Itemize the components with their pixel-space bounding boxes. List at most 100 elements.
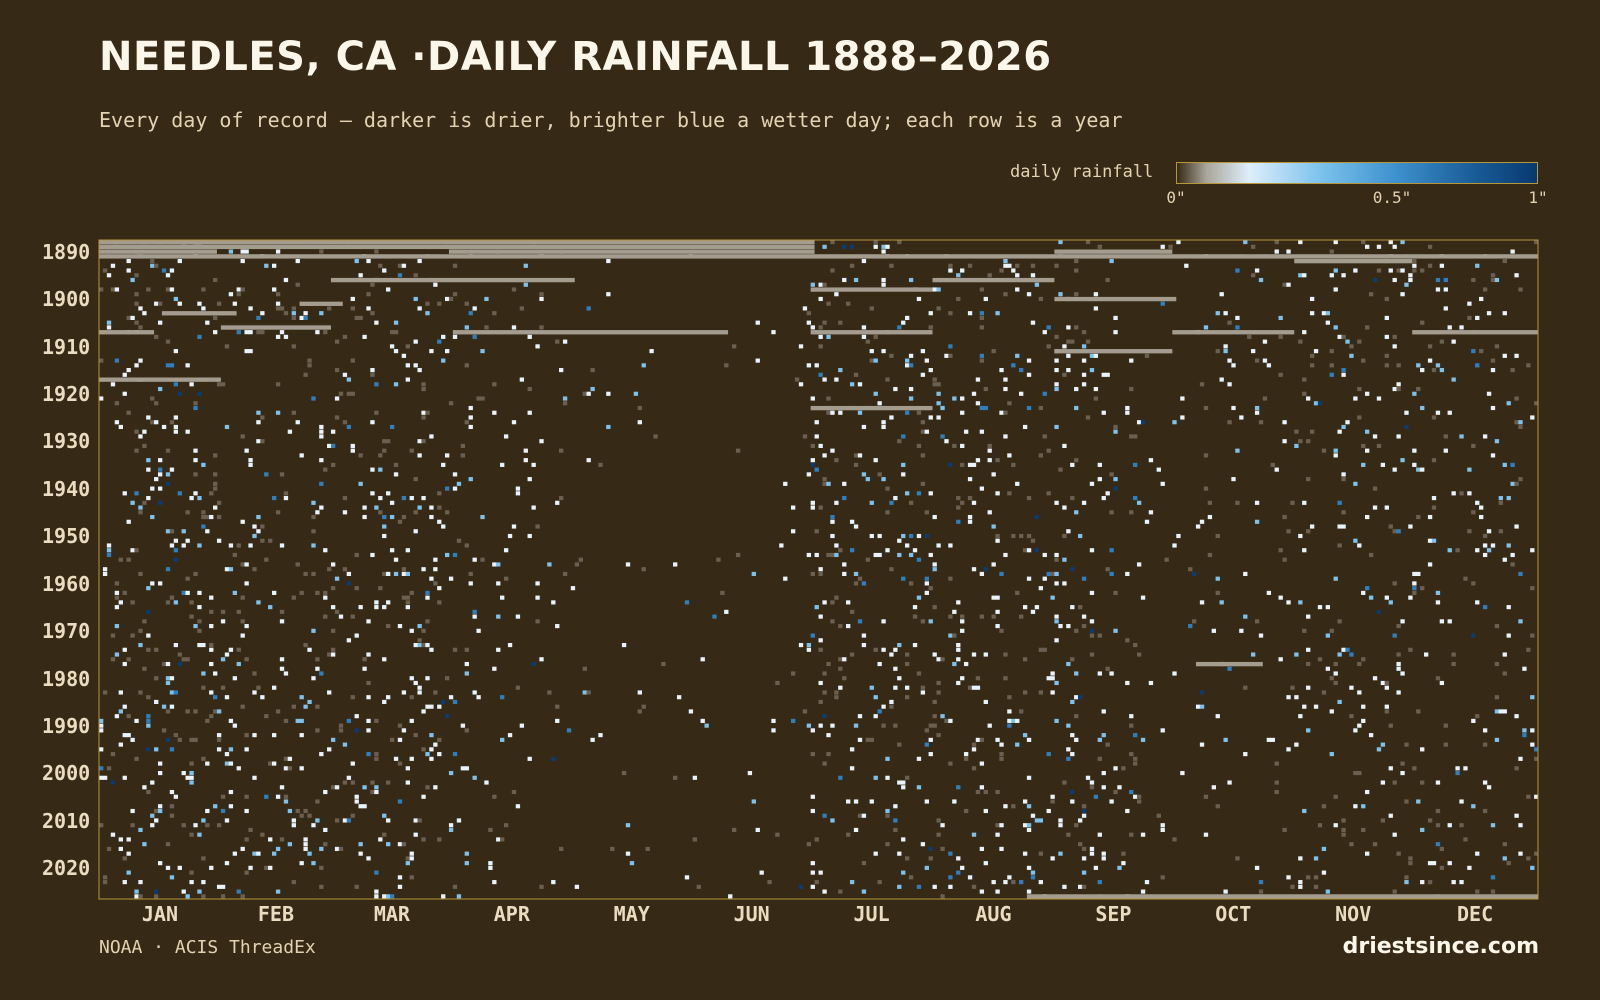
rain-day-cell <box>1278 372 1283 377</box>
rain-day-cell <box>940 714 945 719</box>
rain-day-cell <box>1365 391 1370 396</box>
rain-day-cell <box>952 396 957 401</box>
rain-day-cell <box>500 462 505 467</box>
rain-day-cell <box>1392 277 1397 283</box>
rain-day-cell <box>209 609 214 614</box>
rain-day-cell <box>177 301 182 306</box>
rain-day-cell <box>1007 723 1012 728</box>
rain-day-cell <box>342 818 348 823</box>
rain-day-cell <box>1353 396 1358 401</box>
rain-day-cell <box>503 548 509 553</box>
rain-day-cell <box>1384 296 1389 302</box>
rain-day-cell <box>1172 837 1177 842</box>
rain-day-cell <box>810 728 815 733</box>
rain-day-cell <box>885 808 890 814</box>
site-brand[interactable]: driestsince.com <box>1342 934 1539 959</box>
rain-day-cell <box>366 695 371 700</box>
rain-day-cell <box>822 813 827 818</box>
rain-day-cell <box>637 690 642 695</box>
rain-day-cell <box>315 510 320 515</box>
rain-day-cell <box>193 491 198 496</box>
rain-day-cell <box>1427 344 1433 349</box>
rain-day-cell <box>1463 766 1468 771</box>
rain-day-cell <box>425 752 430 757</box>
year-tick-label: 1960 <box>42 571 91 596</box>
rain-day-cell <box>1019 709 1024 714</box>
rain-day-cell <box>1262 396 1268 401</box>
rain-day-cell <box>334 396 340 401</box>
rain-day-cell <box>1054 557 1059 562</box>
rain-day-cell <box>264 794 269 799</box>
rain-day-cell <box>1357 339 1362 344</box>
rain-day-cell <box>987 443 992 448</box>
rain-day-cell <box>771 718 776 723</box>
rain-day-cell <box>177 737 182 742</box>
rain-day-cell <box>1420 467 1425 472</box>
rain-day-cell <box>1074 737 1079 742</box>
rain-day-cell <box>716 557 721 562</box>
rain-day-cell <box>126 410 131 415</box>
rain-day-cell <box>429 733 434 738</box>
rain-day-cell <box>1325 633 1331 638</box>
rain-day-cell <box>138 690 143 695</box>
rain-day-cell <box>1290 685 1295 690</box>
rain-day-cell <box>464 647 469 652</box>
rain-day-cell <box>209 595 214 600</box>
rain-day-cell <box>1494 695 1500 700</box>
rain-day-cell <box>905 315 910 320</box>
rain-day-cell <box>1534 851 1539 856</box>
rain-day-cell <box>519 306 525 311</box>
rain-day-cell <box>1160 823 1165 828</box>
rain-day-cell <box>810 808 815 814</box>
rain-day-cell <box>1038 453 1043 458</box>
rain-day-cell <box>350 306 355 311</box>
missing-data-run <box>99 240 815 245</box>
rain-day-cell <box>299 766 304 771</box>
rain-day-cell <box>775 680 780 686</box>
rain-day-cell <box>1081 624 1087 629</box>
rain-day-cell <box>515 614 521 619</box>
rain-day-cell <box>920 685 926 690</box>
rain-day-cell <box>1081 884 1087 889</box>
rain-day-cell <box>869 737 874 742</box>
rain-day-cell <box>936 306 941 311</box>
rain-day-cell <box>818 699 823 705</box>
rain-day-cell <box>393 557 399 562</box>
rain-day-cell <box>1081 813 1087 818</box>
rain-day-cell <box>826 396 831 401</box>
rain-day-cell <box>1349 652 1354 657</box>
rain-day-cell <box>1459 434 1464 439</box>
rain-day-cell <box>901 785 906 790</box>
rain-day-cell <box>386 780 391 785</box>
rain-day-cell <box>1475 363 1480 368</box>
rain-day-cell <box>205 808 210 814</box>
rain-day-cell <box>472 775 477 780</box>
rain-day-cell <box>830 818 835 823</box>
rain-day-cell <box>1034 605 1040 610</box>
rain-day-cell <box>1022 733 1028 738</box>
rain-day-cell <box>114 595 120 600</box>
rain-day-cell <box>818 334 823 339</box>
rain-day-cell <box>1439 846 1445 851</box>
rain-day-cell <box>503 576 509 581</box>
rain-day-cell <box>1136 799 1142 804</box>
rain-day-cell <box>1435 808 1441 814</box>
rain-day-cell <box>275 709 281 714</box>
rain-day-cell <box>826 334 831 339</box>
rain-day-cell <box>1215 349 1220 354</box>
rain-day-cell <box>268 538 273 543</box>
rain-day-cell <box>142 785 147 790</box>
rain-day-cell <box>169 363 175 368</box>
rain-day-cell <box>126 851 131 856</box>
rain-day-cell <box>374 894 379 899</box>
rain-day-cell <box>370 282 375 287</box>
rain-day-cell <box>425 785 430 790</box>
rain-day-cell <box>885 244 890 249</box>
rain-day-cell <box>1317 823 1323 828</box>
rain-day-cell <box>244 794 249 799</box>
heatmap-cells <box>99 240 1539 899</box>
missing-data-run <box>1026 894 1538 899</box>
rain-day-cell <box>901 472 906 477</box>
rain-day-cell <box>555 624 560 629</box>
rain-day-cell <box>397 263 403 268</box>
